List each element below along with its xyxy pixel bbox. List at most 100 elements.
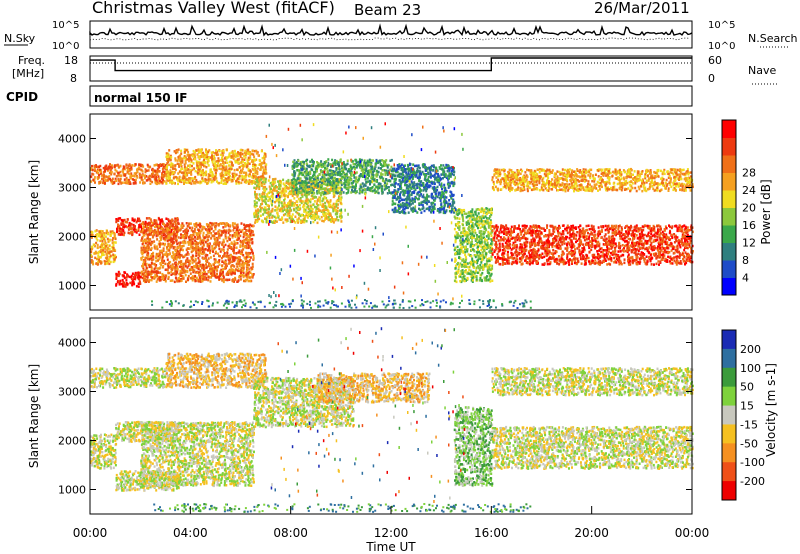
scatter-cell [307,201,309,204]
scatter-cell [149,238,151,241]
scatter-cell [247,268,249,271]
scatter-cell [257,212,259,215]
scatter-cell [259,183,261,186]
scatter-cell [287,195,289,198]
scatter-cell [234,169,236,172]
scatter-cell [373,184,375,187]
scatter-cell [118,280,120,283]
scatter-cell [206,229,208,232]
scatter-cell [129,282,131,285]
scatter-cell [194,275,196,278]
scatter-cell [218,182,220,185]
scatter-cell [145,171,147,174]
scatter-cell [354,168,356,171]
scatter-cell [152,236,154,239]
scatter-cell [174,167,176,170]
scatter-cell [109,244,111,247]
scatter-cell [109,163,111,166]
scatter-cell [389,160,391,163]
scatter-cell [319,181,321,184]
scatter-cell [157,253,159,256]
scatter-cell [165,156,167,159]
scatter-cell [168,176,170,179]
scatter-cell [319,165,321,168]
scatter-cell [335,164,337,167]
scatter-cell [282,179,284,182]
scatter-cell [369,180,371,183]
scatter-cell [254,203,256,206]
scatter-cell [168,253,170,256]
scatter-cell [142,229,144,232]
scatter-cell [221,171,223,174]
scatter-cell [204,267,206,270]
scatter-cell [211,181,213,184]
scatter-cell [299,188,301,191]
scatter-cell [97,252,99,255]
scatter-cell [343,161,345,164]
freq-line [90,58,692,71]
scatter-cell [208,271,210,274]
scatter-cell [164,278,166,281]
scatter-cell [236,263,238,266]
scatter-cell [283,214,285,217]
scatter-cell [215,228,217,231]
scatter-cell [215,261,217,264]
scatter-cell [235,180,237,183]
scatter-cell [322,191,324,194]
scatter-cell [108,167,110,170]
scatter-cell [161,243,163,246]
scatter-cell [170,222,172,225]
scatter-cell [301,200,303,203]
scatter-cell [175,228,177,231]
scatter-cell [180,270,182,273]
scatter-cell [233,226,235,229]
scatter-cell [167,240,169,243]
scatter-cell [239,178,241,181]
scatter-cell [206,239,208,242]
scatter-cell [107,240,109,243]
scatter-cell [317,175,319,178]
scatter-cell [159,232,161,235]
scatter-cell [239,244,241,247]
scatter-cell [180,263,182,266]
scatter-cell [175,264,177,267]
scatter-cell [344,175,346,178]
scatter-cell [311,168,313,171]
scatter-cell [143,275,145,278]
scatter-cell [270,210,272,213]
scatter-cell [177,183,179,186]
scatter-cell [206,266,208,269]
scatter-cell [225,165,227,168]
scatter-cell [276,186,278,189]
scatter-cell [195,254,197,256]
scatter-cell [214,258,216,261]
scatter-cell [237,260,239,263]
scatter-cell [221,248,223,251]
scatter-cell [136,221,138,224]
scatter-cell [97,246,99,249]
scatter-cell [140,226,142,229]
scatter-cell [166,171,168,174]
scatter-cell [105,253,107,256]
scatter-cell [265,218,267,221]
scatter-cell [351,182,353,185]
scatter-cell [194,236,196,239]
scatter-cell [256,180,258,183]
scatter-cell [224,252,226,255]
scatter-cell [199,255,201,258]
scatter-cell [240,149,242,152]
scatter-cell [367,164,369,167]
scatter-cell [105,235,107,238]
scatter-cell [280,195,282,198]
scatter-cell [298,208,300,211]
scatter-cell [102,182,104,185]
scatter-cell [263,169,265,172]
scatter-cell [251,251,253,254]
scatter-cell [167,229,169,232]
scatter-cell [248,157,250,160]
scatter-cell [357,181,359,184]
scatter-cell [250,280,252,283]
scatter-cell [252,230,254,233]
scatter-cell [198,249,200,252]
scatter-cell [246,165,248,168]
